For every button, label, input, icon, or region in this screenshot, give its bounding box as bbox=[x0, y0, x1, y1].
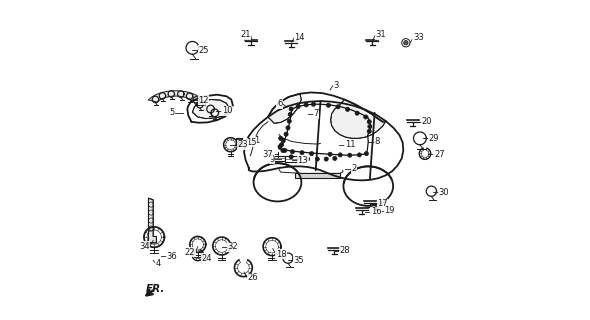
Text: 6: 6 bbox=[277, 99, 282, 108]
Text: 29: 29 bbox=[429, 134, 440, 143]
Text: 25: 25 bbox=[198, 45, 209, 55]
Text: 14: 14 bbox=[294, 33, 305, 42]
Text: 30: 30 bbox=[438, 188, 449, 197]
Text: 22: 22 bbox=[185, 248, 195, 257]
Circle shape bbox=[288, 112, 292, 116]
Text: 10: 10 bbox=[222, 106, 232, 115]
Circle shape bbox=[375, 206, 379, 211]
Bar bbox=[286, 156, 297, 162]
Circle shape bbox=[312, 102, 316, 106]
Text: 13: 13 bbox=[297, 156, 308, 164]
Text: 21: 21 bbox=[240, 30, 250, 39]
Text: 2: 2 bbox=[351, 164, 356, 173]
Circle shape bbox=[283, 148, 287, 153]
Text: 33: 33 bbox=[413, 34, 424, 43]
Text: FR.: FR. bbox=[146, 284, 165, 294]
Bar bbox=[236, 138, 242, 145]
Circle shape bbox=[348, 153, 352, 157]
Polygon shape bbox=[330, 100, 386, 138]
Circle shape bbox=[404, 41, 408, 45]
Text: 20: 20 bbox=[422, 117, 432, 126]
Polygon shape bbox=[192, 100, 229, 119]
Text: 3: 3 bbox=[333, 81, 339, 90]
Circle shape bbox=[315, 157, 319, 161]
Circle shape bbox=[338, 153, 342, 157]
Text: 4: 4 bbox=[156, 259, 161, 268]
Circle shape bbox=[367, 129, 371, 133]
Circle shape bbox=[324, 157, 328, 161]
Circle shape bbox=[290, 150, 294, 154]
Text: 34: 34 bbox=[139, 242, 150, 251]
Text: 8: 8 bbox=[374, 137, 379, 146]
Text: 16: 16 bbox=[371, 207, 382, 216]
Polygon shape bbox=[149, 91, 205, 106]
Circle shape bbox=[304, 103, 308, 107]
Circle shape bbox=[355, 111, 359, 115]
Text: 31: 31 bbox=[376, 30, 386, 39]
Text: 37: 37 bbox=[262, 150, 273, 159]
Text: 19: 19 bbox=[384, 206, 395, 215]
Circle shape bbox=[289, 107, 293, 111]
Text: 23: 23 bbox=[238, 140, 248, 149]
Polygon shape bbox=[295, 173, 340, 178]
Text: 32: 32 bbox=[228, 242, 238, 251]
Text: 15: 15 bbox=[245, 138, 256, 147]
Text: 17: 17 bbox=[377, 199, 388, 208]
Circle shape bbox=[358, 153, 362, 157]
Text: 26: 26 bbox=[247, 273, 258, 282]
Text: 11: 11 bbox=[345, 140, 355, 149]
Circle shape bbox=[287, 119, 291, 123]
Text: 35: 35 bbox=[294, 256, 304, 265]
Circle shape bbox=[278, 136, 283, 140]
Circle shape bbox=[346, 107, 350, 111]
Circle shape bbox=[281, 139, 286, 143]
Circle shape bbox=[286, 126, 290, 130]
Text: 18: 18 bbox=[276, 250, 287, 259]
Text: 7: 7 bbox=[313, 109, 319, 118]
Circle shape bbox=[306, 157, 310, 161]
Polygon shape bbox=[149, 198, 156, 243]
Circle shape bbox=[363, 115, 368, 119]
Bar bbox=[274, 156, 286, 161]
Text: 9: 9 bbox=[270, 155, 275, 164]
Circle shape bbox=[280, 143, 284, 147]
Circle shape bbox=[336, 105, 340, 109]
Circle shape bbox=[298, 156, 302, 160]
Polygon shape bbox=[268, 94, 301, 123]
Circle shape bbox=[310, 152, 314, 156]
Text: 24: 24 bbox=[201, 254, 211, 263]
Text: 28: 28 bbox=[340, 246, 350, 255]
Circle shape bbox=[328, 152, 332, 156]
Text: 5: 5 bbox=[170, 108, 175, 117]
Text: 36: 36 bbox=[166, 252, 177, 261]
Circle shape bbox=[281, 148, 285, 153]
Text: 27: 27 bbox=[434, 150, 444, 159]
Circle shape bbox=[289, 155, 293, 159]
Circle shape bbox=[326, 103, 330, 107]
Text: 12: 12 bbox=[198, 96, 209, 105]
Text: 1: 1 bbox=[254, 136, 260, 145]
Circle shape bbox=[368, 124, 372, 129]
Circle shape bbox=[284, 132, 288, 136]
Circle shape bbox=[367, 120, 371, 124]
Circle shape bbox=[300, 151, 304, 155]
Circle shape bbox=[296, 104, 300, 108]
Circle shape bbox=[333, 156, 337, 160]
Circle shape bbox=[278, 145, 282, 149]
Circle shape bbox=[364, 152, 368, 156]
